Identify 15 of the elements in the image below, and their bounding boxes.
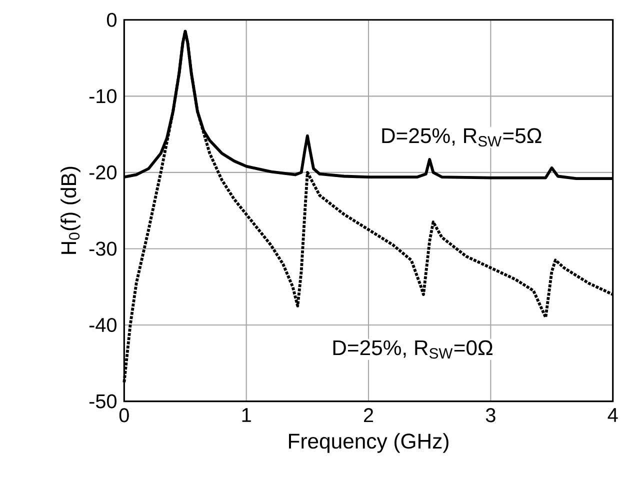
y-axis-title: H$_{0}$(f) (dB) bbox=[60, 166, 80, 254]
x-tick-label: 1 bbox=[242, 408, 251, 422]
x-tick-label: 3 bbox=[486, 408, 496, 422]
y-tick-label: -50 bbox=[89, 394, 116, 408]
x-axis-title: Frequency (GHz) bbox=[289, 433, 448, 453]
text: D=25%, R$_{SW}$=0Ω bbox=[333, 340, 492, 359]
y-tick-label: -30 bbox=[89, 242, 116, 256]
series-label: D=25%, R$_{SW}$=5Ω bbox=[382, 128, 542, 147]
y-tick-label: -20 bbox=[89, 166, 116, 180]
x-tick-label: 2 bbox=[364, 408, 374, 422]
x-tick-label: 4 bbox=[608, 408, 618, 422]
y-tick-label: -10 bbox=[89, 89, 116, 104]
x-tick-label: 0 bbox=[119, 408, 129, 422]
y-tick-label: 0 bbox=[107, 12, 116, 28]
y-tick-label: -40 bbox=[89, 318, 116, 332]
